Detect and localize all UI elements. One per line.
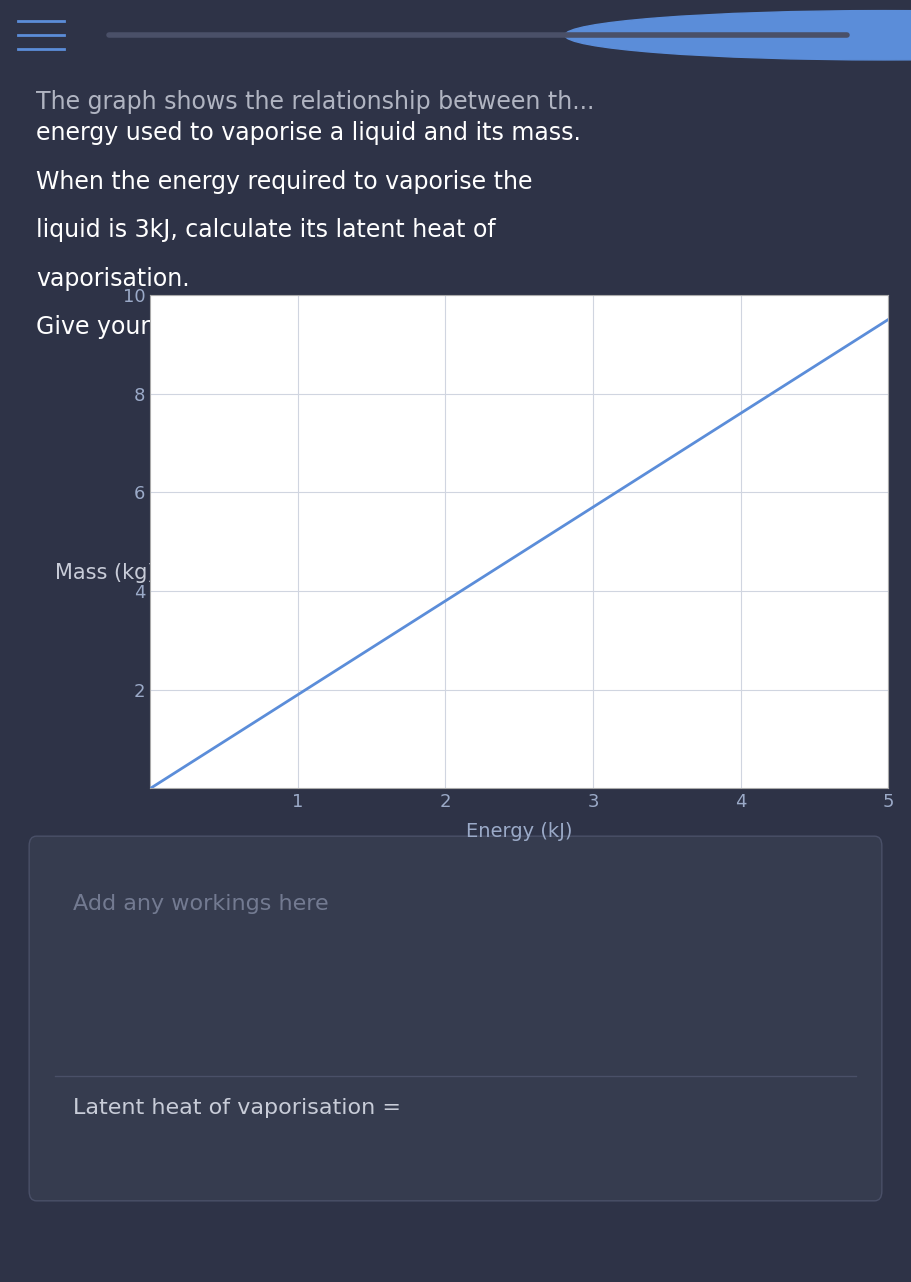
Text: energy used to vaporise a liquid and its mass.: energy used to vaporise a liquid and its… (36, 122, 581, 145)
Text: Add any workings here: Add any workings here (73, 895, 329, 914)
Text: When the energy required to vaporise the: When the energy required to vaporise the (36, 169, 533, 194)
Text: liquid is 3kJ, calculate its latent heat of: liquid is 3kJ, calculate its latent heat… (36, 218, 496, 242)
Text: Latent heat of vaporisation =: Latent heat of vaporisation = (73, 1097, 401, 1118)
Circle shape (565, 10, 911, 60)
X-axis label: Energy (kJ): Energy (kJ) (466, 822, 572, 841)
Text: vaporisation.: vaporisation. (36, 267, 190, 291)
Text: Give your answer to 2 significant figures.: Give your answer to 2 significant figure… (36, 315, 523, 340)
FancyBboxPatch shape (29, 836, 882, 1201)
Text: Mass (kg): Mass (kg) (55, 563, 155, 583)
Text: The graph shows the relationship between th...: The graph shows the relationship between… (36, 90, 595, 114)
